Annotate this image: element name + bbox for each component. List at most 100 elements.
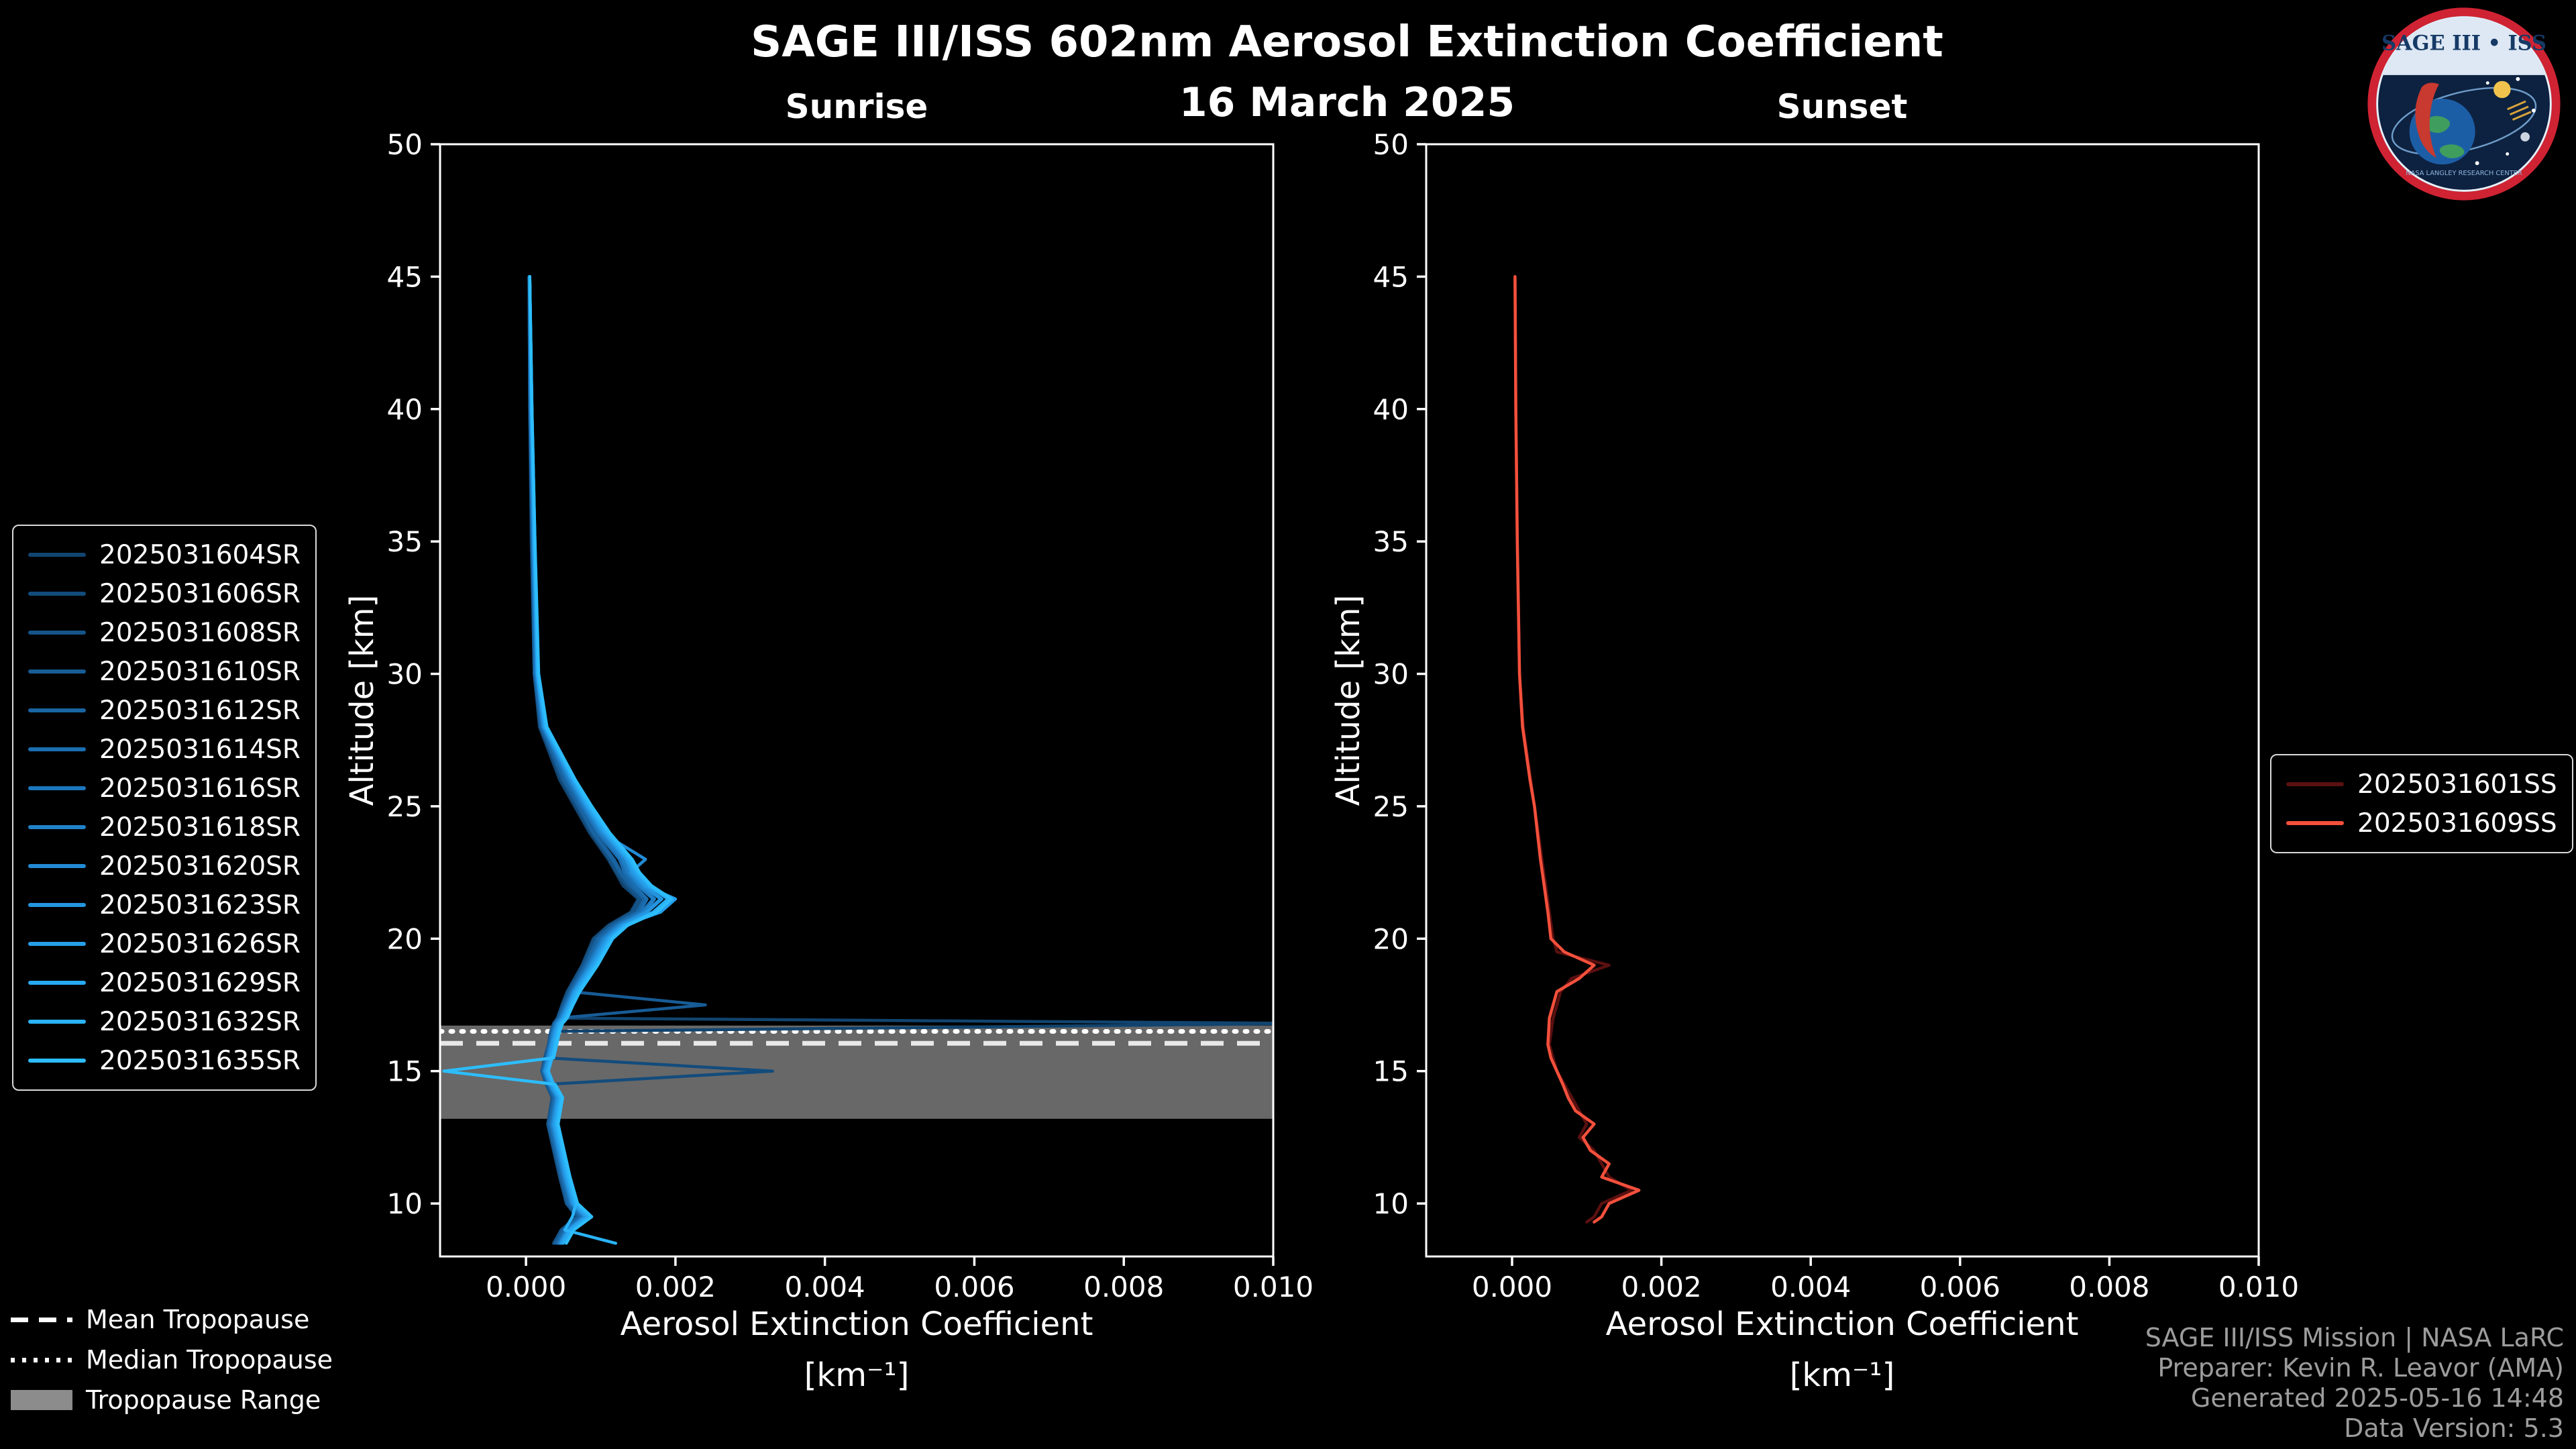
legend-line-sample	[28, 864, 86, 868]
legend-entry-2025031604SR: 2025031604SR	[28, 535, 301, 574]
y-tick-label: 35	[387, 525, 423, 558]
legend-entry-2025031612SR: 2025031612SR	[28, 691, 301, 730]
date-title: 16 March 2025	[1179, 79, 1515, 126]
y-tick-label: 20	[387, 922, 423, 955]
sunset-x-axis-units: [km⁻¹]	[1789, 1356, 1895, 1394]
tropopause-legend-entry: Tropopause Range	[11, 1385, 333, 1415]
legend-entry-2025031608SR: 2025031608SR	[28, 613, 301, 652]
x-tick-label: 0.000	[486, 1271, 566, 1303]
sunrise-legend: 2025031604SR 2025031606SR 2025031608SR 2025…	[12, 525, 317, 1091]
legend-line-sample	[2286, 821, 2344, 825]
legend-line-sample	[28, 1020, 86, 1024]
patch-line-sample	[11, 1390, 72, 1410]
y-tick-label: 50	[387, 128, 423, 161]
sunrise-x-axis-label: Aerosol Extinction Coefficient	[620, 1305, 1093, 1343]
y-tick-label: 30	[387, 658, 423, 691]
legend-label: 2025031635SR	[99, 1045, 301, 1076]
credit-generated: Generated 2025-05-16 14:48	[2190, 1383, 2564, 1413]
logo-ring-text: NASA LANGLEY RESEARCH CENTER	[2406, 170, 2522, 177]
legend-line-sample	[28, 786, 86, 790]
legend-entry-2025031629SR: 2025031629SR	[28, 963, 301, 1002]
y-tick-label: 15	[387, 1055, 423, 1088]
legend-line-sample	[28, 903, 86, 907]
sun-icon	[2493, 80, 2511, 99]
legend-label: 2025031623SR	[99, 890, 301, 920]
legend-entry-2025031610SR: 2025031610SR	[28, 652, 301, 691]
legend-label: 2025031610SR	[99, 656, 301, 687]
legend-entry-2025031616SR: 2025031616SR	[28, 769, 301, 808]
legend-label: 2025031632SR	[99, 1006, 301, 1037]
x-tick-label: 0.010	[1233, 1271, 1313, 1303]
y-tick-label: 10	[387, 1187, 423, 1220]
tropopause-range-band	[440, 1025, 1273, 1119]
stars	[2475, 76, 2536, 166]
legend-label: 2025031606SR	[99, 578, 301, 609]
y-tick-label: 50	[1373, 128, 1409, 161]
legend-label: 2025031604SR	[99, 539, 301, 570]
x-tick-label: 0.006	[1920, 1271, 2000, 1303]
legend-label: 2025031616SR	[99, 773, 301, 804]
profile-2025031635SR	[442, 275, 674, 1245]
logo-title: SAGE III • ISS	[2381, 32, 2546, 56]
credit-data-version: Data Version: 5.3	[2344, 1413, 2564, 1443]
legend-entry-2025031632SR: 2025031632SR	[28, 1002, 301, 1041]
legend-entry-2025031614SR: 2025031614SR	[28, 730, 301, 769]
legend-line-sample	[28, 592, 86, 596]
legend-entry-2025031623SR: 2025031623SR	[28, 885, 301, 924]
profile-2025031601SS	[1513, 275, 1633, 1224]
plot-frame	[439, 143, 1275, 1258]
legend-line-sample	[28, 553, 86, 557]
logo-artwork	[2377, 17, 2551, 166]
legend-entry-2025031620SR: 2025031620SR	[28, 847, 301, 885]
x-tick-label: 0.010	[2218, 1271, 2299, 1303]
y-tick-label: 45	[387, 260, 423, 293]
tropopause-legend-entry: Mean Tropopause	[11, 1304, 333, 1335]
y-tick-label: 10	[1373, 1187, 1409, 1220]
legend-line-sample	[28, 669, 86, 674]
legend-label: 2025031618SR	[99, 812, 301, 843]
legend-line-sample	[28, 825, 86, 829]
y-tick-label: 35	[1373, 525, 1409, 558]
orbit-line	[2391, 87, 2537, 156]
y-tick-label: 25	[387, 790, 423, 823]
y-tick-label: 25	[1373, 790, 1409, 823]
legend-entry-2025031601SS: 2025031601SS	[2286, 765, 2557, 804]
plot-frame	[1425, 143, 2260, 1258]
moon-icon	[2520, 132, 2530, 142]
x-tick-label: 0.004	[785, 1271, 865, 1303]
legend-line-sample	[28, 981, 86, 985]
y-tick-label: 45	[1373, 260, 1409, 293]
legend-line-sample	[28, 708, 86, 712]
tropopause-legend-label: Mean Tropopause	[86, 1305, 310, 1334]
legend-label: 2025031626SR	[99, 928, 301, 959]
y-tick-label: 30	[1373, 658, 1409, 691]
legend-line-sample	[28, 747, 86, 751]
sage-iss-logo: SAGE III • ISS NASA LANGLEY RESEARCH CEN…	[2367, 7, 2561, 201]
legend-entry-2025031609SS: 2025031609SS	[2286, 804, 2557, 843]
tropopause-legend-entry: Median Tropopause	[11, 1344, 333, 1375]
legend-line-sample	[2286, 782, 2344, 786]
x-tick-label: 0.008	[2069, 1271, 2149, 1303]
sunset-panel: 0.000 0.002 0.004 0.006 0.008 0.010 10 15 20 25 30…	[1373, 128, 2300, 1303]
sunrise-y-axis-label: Altitude [km]	[343, 594, 381, 806]
legend-entry-2025031635SR: 2025031635SR	[28, 1041, 301, 1080]
dotted-line-sample	[11, 1357, 72, 1362]
x-tick-label: 0.002	[1621, 1271, 1701, 1303]
tropopause-legend-label: Median Tropopause	[86, 1345, 333, 1375]
x-tick-label: 0.002	[635, 1271, 716, 1303]
y-tick-label: 40	[387, 393, 423, 426]
sunset-y-axis-label: Altitude [km]	[1330, 594, 1367, 806]
profile-2025031609SS	[1513, 275, 1641, 1224]
legend-line-sample	[28, 1059, 86, 1063]
dashed-line-sample	[11, 1317, 72, 1322]
tropopause-legend: Mean Tropopause Median Tropopause Tropopau…	[11, 1304, 333, 1415]
sunrise-x-axis-units: [km⁻¹]	[804, 1356, 910, 1394]
sunset-panel-title: Sunset	[1776, 87, 1908, 126]
tropopause-legend-label: Tropopause Range	[86, 1385, 321, 1415]
x-tick-label: 0.004	[1770, 1271, 1851, 1303]
credit-preparer: Preparer: Kevin R. Leavor (AMA)	[2157, 1353, 2564, 1383]
sunset-legend: 2025031601SS 2025031609SS	[2270, 754, 2573, 853]
chart-title: SAGE III/ISS 602nm Aerosol Extinction Co…	[751, 17, 1943, 67]
